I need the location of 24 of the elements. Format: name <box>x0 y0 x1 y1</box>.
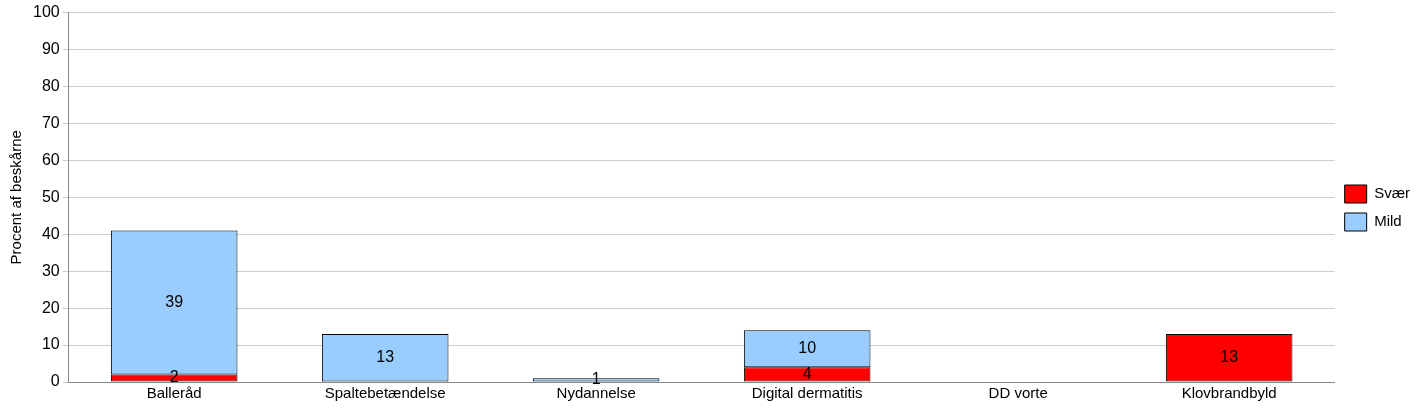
y-axis-title: Procent af beskårne <box>7 130 25 265</box>
data-label: 4 <box>802 364 812 382</box>
x-tick-label: DD vorte <box>988 384 1048 402</box>
data-label: 13 <box>1220 348 1239 366</box>
y-tick-label: 30 <box>41 261 60 279</box>
x-tick-label: Balleråd <box>146 384 202 402</box>
y-tick-label: 80 <box>41 76 60 94</box>
data-label: 13 <box>376 348 395 366</box>
x-tick-label: Klovbrandbyld <box>1181 384 1277 402</box>
y-tick-label: 40 <box>41 224 60 242</box>
legend-label: Mild <box>1374 212 1402 230</box>
legend-label: Svær <box>1374 184 1411 202</box>
data-label: 39 <box>165 292 184 310</box>
y-tick-label: 10 <box>41 335 60 353</box>
y-tick-label: 100 <box>32 3 60 21</box>
y-tick-label: 70 <box>41 113 60 131</box>
data-label: 10 <box>798 339 817 357</box>
x-tick-label: Digital dermatitis <box>751 384 863 402</box>
y-tick-label: 60 <box>41 150 60 168</box>
y-tick-label: 20 <box>41 298 60 316</box>
y-tick-label: 90 <box>41 39 60 57</box>
y-tick-label: 50 <box>41 187 60 205</box>
y-tick-label: 0 <box>50 372 60 390</box>
x-tick-label: Spaltebetændelse <box>324 384 446 402</box>
